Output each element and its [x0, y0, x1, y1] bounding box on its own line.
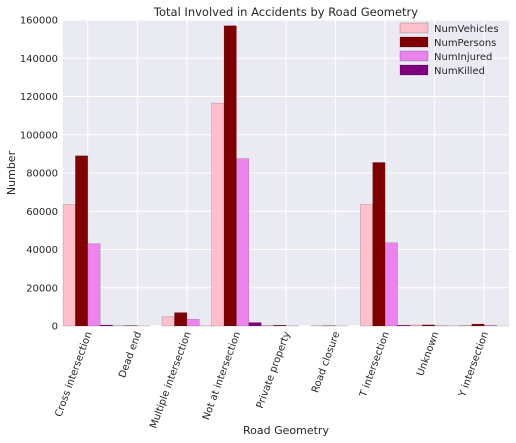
y-tick-label: 140000 — [20, 54, 58, 65]
bar-NumInjured-0 — [87, 243, 101, 327]
bar-NumPersons-3 — [223, 25, 237, 327]
x-tick-labels: Cross intersection Dead end Multiple inter… — [54, 330, 492, 430]
legend-label-NumVehicles: NumVehicles — [434, 24, 499, 35]
y-tick-labels: 0 20000 40000 60000 80000 100000 120000 140000 1… — [20, 16, 58, 333]
legend-label-NumInjured: NumInjured — [434, 52, 492, 63]
bar-NumPersons-2 — [174, 312, 188, 327]
grid-layer — [63, 19, 509, 327]
legend: NumVehicles NumPersons NumInjured NumKilled — [399, 22, 499, 77]
x-axis-title: Road Geometry — [243, 424, 329, 437]
y-tick-label: 160000 — [20, 16, 58, 27]
x-tick-label: Road closure — [310, 330, 342, 394]
bar-NumVehicles-4 — [260, 325, 274, 327]
y-tick-label: 60000 — [26, 207, 58, 218]
bar-NumKilled-6 — [397, 324, 411, 327]
x-tick-label: Not at intersection — [201, 330, 243, 421]
bar-NumVehicles-7 — [409, 324, 423, 327]
bar-NumVehicles-6 — [360, 204, 374, 327]
bar-NumVehicles-0 — [62, 204, 76, 327]
legend-swatch-NumInjured — [399, 50, 429, 62]
x-tick-label: Dead end — [117, 330, 144, 379]
legend-swatch-NumVehicles — [399, 22, 429, 34]
y-tick-label: 0 — [52, 322, 58, 333]
x-tick-label: Unknown — [415, 330, 441, 377]
legend-swatch-NumKilled — [399, 64, 429, 76]
bar-NumInjured-6 — [384, 242, 398, 327]
bar-NumPersons-4 — [273, 324, 287, 327]
x-tick-label: T intersection — [358, 330, 392, 399]
legend-label-NumPersons: NumPersons — [434, 38, 496, 49]
y-tick-label: 40000 — [26, 245, 58, 256]
bar-NumKilled-3 — [248, 322, 262, 327]
bar-NumVehicles-8 — [459, 324, 473, 327]
legend-swatch-NumPersons — [399, 36, 429, 48]
y-tick-label: 20000 — [26, 283, 58, 294]
bar-NumPersons-0 — [75, 155, 89, 327]
y-tick-label: 80000 — [26, 169, 58, 180]
y-tick-label: 100000 — [20, 130, 58, 141]
y-tick-label: 120000 — [20, 92, 58, 103]
bar-NumPersons-8 — [471, 323, 485, 327]
chart-title: Total Involved in Accidents by Road Geom… — [153, 5, 418, 19]
bar-NumPersons-6 — [372, 162, 386, 327]
bar-NumVehicles-3 — [211, 102, 225, 327]
bar-NumInjured-2 — [186, 319, 200, 327]
x-tick-label: Multiple intersection — [148, 330, 193, 430]
y-axis-title: Number — [5, 150, 18, 195]
legend-label-NumKilled: NumKilled — [434, 66, 485, 77]
bar-NumVehicles-2 — [161, 316, 175, 327]
bar-NumInjured-3 — [236, 158, 250, 327]
bar-layer — [62, 25, 510, 327]
bar-NumPersons-7 — [421, 324, 435, 327]
bar-NumKilled-0 — [99, 324, 113, 327]
x-tick-label: Y intersection — [457, 330, 491, 399]
bar-NumInjured-8 — [483, 324, 497, 327]
x-tick-label: Cross intersection — [54, 330, 95, 418]
x-tick-label: Private property — [255, 330, 293, 410]
